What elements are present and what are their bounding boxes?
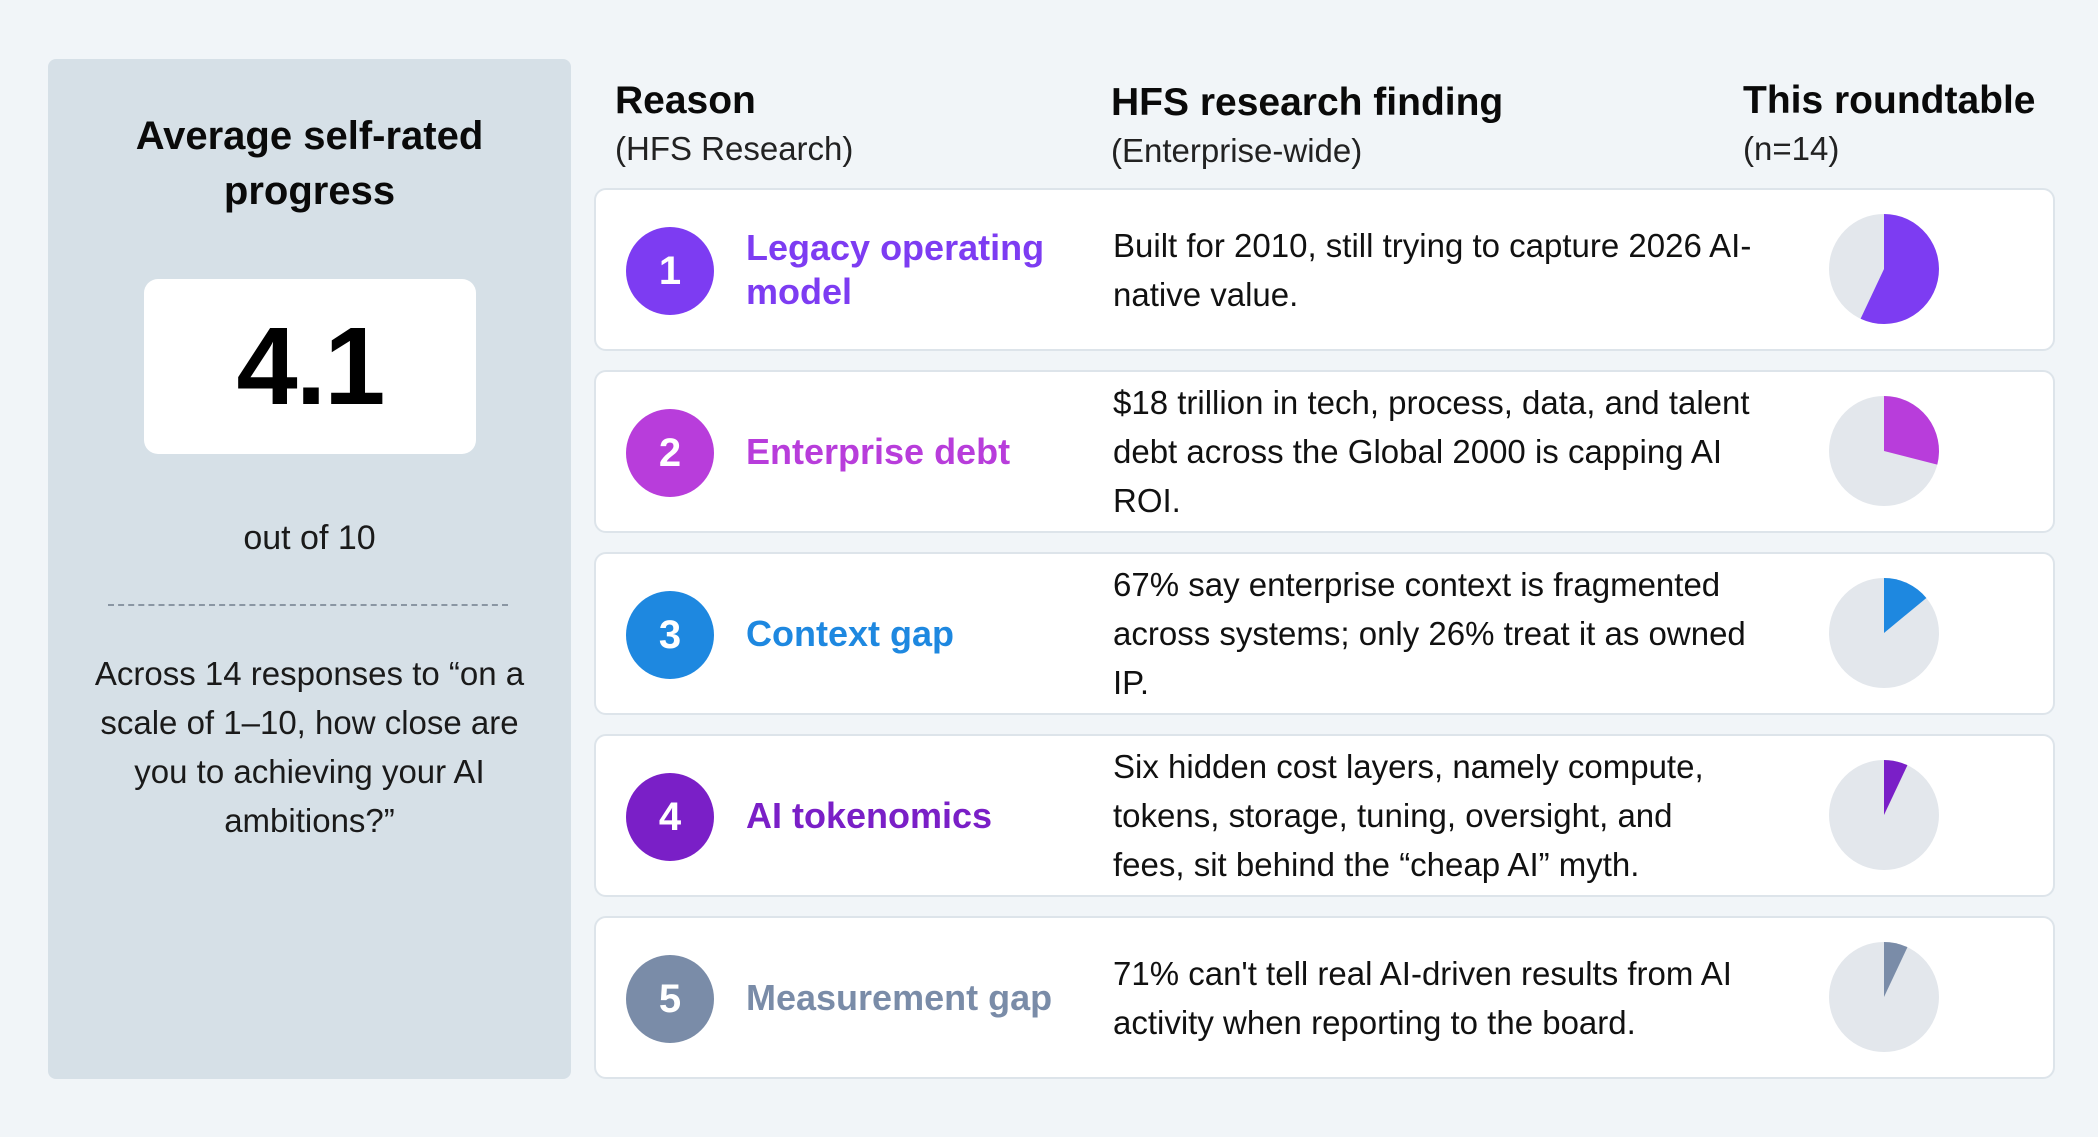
finding-header-subtitle: (Enterprise-wide) bbox=[1111, 132, 1363, 169]
roundtable-header-subtitle: (n=14) bbox=[1743, 130, 1840, 167]
pie-slice bbox=[1884, 578, 1927, 633]
roundtable-pie-chart bbox=[1829, 760, 1939, 870]
finding-header-title: HFS research finding bbox=[1111, 81, 1504, 124]
finding-text: $18 trillion in tech, process, data, and… bbox=[1113, 384, 1750, 519]
number-badge: 1 bbox=[626, 227, 714, 315]
finding-text: Six hidden cost layers, namely compute, … bbox=[1113, 748, 1704, 883]
score-card: 4.1 bbox=[144, 279, 476, 454]
roundtable-pie-chart bbox=[1829, 396, 1939, 506]
reason-row-5: 5 Measurement gap 71% can't tell real AI… bbox=[594, 916, 2055, 1079]
pie-slice bbox=[1884, 396, 1939, 465]
pie-slice bbox=[1884, 942, 1908, 997]
pie-slice bbox=[1860, 214, 1939, 324]
reason-row-4: 4 AI tokenomics Six hidden cost layers, … bbox=[594, 734, 2055, 897]
reason-header-subtitle: (HFS Research) bbox=[615, 130, 854, 167]
summary-note: Across 14 responses to “on a scale of 1–… bbox=[94, 655, 525, 839]
reason-label: Measurement gap bbox=[746, 976, 1053, 1018]
reason-column-header: Reason (HFS Research) bbox=[615, 75, 853, 171]
number-badge: 2 bbox=[626, 409, 714, 497]
finding-text: 71% can't tell real AI-driven results fr… bbox=[1113, 954, 1732, 1041]
summary-panel: Average self-rated progress 4.1 out of 1… bbox=[48, 59, 571, 1079]
reason-label: Context gap bbox=[746, 612, 955, 654]
reason-label: Enterprise debt bbox=[746, 430, 1011, 472]
reason-row-3: 3 Context gap 67% say enterprise context… bbox=[594, 552, 2055, 715]
roundtable-header-title: This roundtable bbox=[1743, 79, 2036, 122]
reason-label: Legacy operating model bbox=[746, 226, 1045, 312]
summary-title: Average self-rated progress bbox=[135, 114, 484, 213]
pie-slice bbox=[1884, 760, 1908, 815]
score-value: 4.1 bbox=[236, 305, 386, 428]
finding-column-header: HFS research finding (Enterprise-wide) bbox=[1111, 77, 1503, 173]
number-badge: 3 bbox=[626, 591, 714, 679]
score-scale-label: out of 10 bbox=[243, 519, 376, 557]
reason-header-title: Reason bbox=[615, 79, 756, 122]
reason-label: AI tokenomics bbox=[746, 794, 993, 836]
number-badge: 5 bbox=[626, 955, 714, 1043]
roundtable-column-header: This roundtable (n=14) bbox=[1743, 75, 2036, 171]
roundtable-pie-chart bbox=[1829, 942, 1939, 1052]
finding-text: 67% say enterprise context is fragmented… bbox=[1113, 566, 1746, 701]
number-badge: 4 bbox=[626, 773, 714, 861]
roundtable-pie-chart bbox=[1829, 578, 1939, 688]
dashed-divider bbox=[108, 604, 508, 606]
roundtable-pie-chart bbox=[1829, 214, 1939, 324]
reason-row-1: 1 Legacy operating model Built for 2010,… bbox=[594, 188, 2055, 351]
finding-text: Built for 2010, still trying to capture … bbox=[1113, 226, 1752, 313]
reason-row-2: 2 Enterprise debt $18 trillion in tech, … bbox=[594, 370, 2055, 533]
